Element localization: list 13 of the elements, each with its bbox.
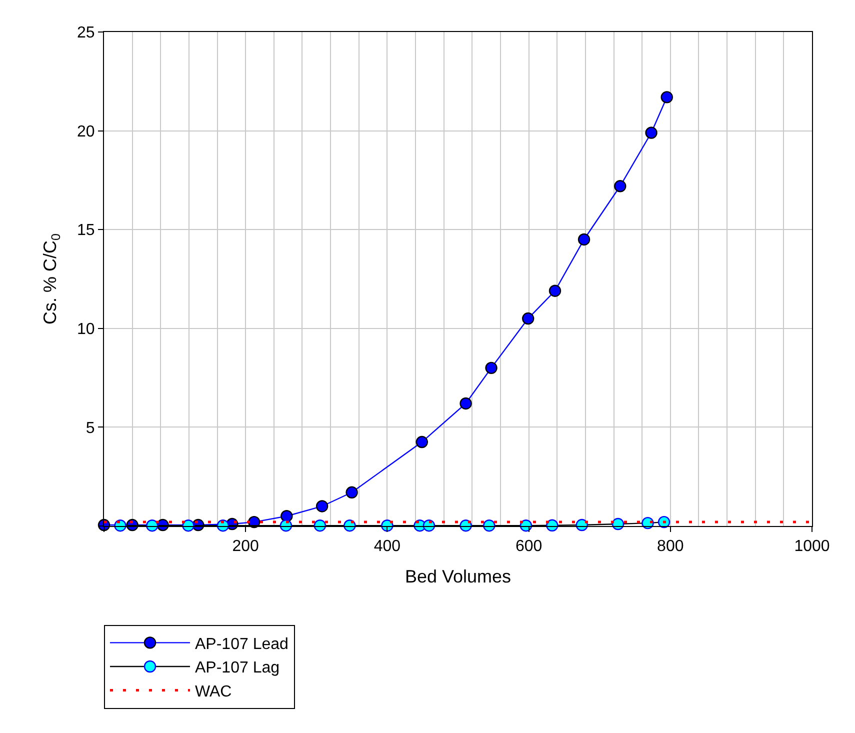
x-tick-label: 800 <box>657 538 684 556</box>
legend-label: AP-107 Lead <box>195 636 288 653</box>
x-tick-label: 200 <box>232 538 260 556</box>
y-tick-label: 15 <box>77 222 95 240</box>
x-tick-label: 400 <box>374 538 401 556</box>
y-tick-label: 5 <box>86 420 95 437</box>
x-tick-label: 600 <box>515 538 542 556</box>
legend-label: WAC <box>195 684 232 701</box>
y-tick-label: 10 <box>77 321 95 338</box>
x-tick-label: 1000 <box>794 538 830 556</box>
y-tick-label: 25 <box>77 24 95 42</box>
y-tick-label: 20 <box>77 123 95 140</box>
x-axis-title: Bed Volumes <box>404 566 512 586</box>
